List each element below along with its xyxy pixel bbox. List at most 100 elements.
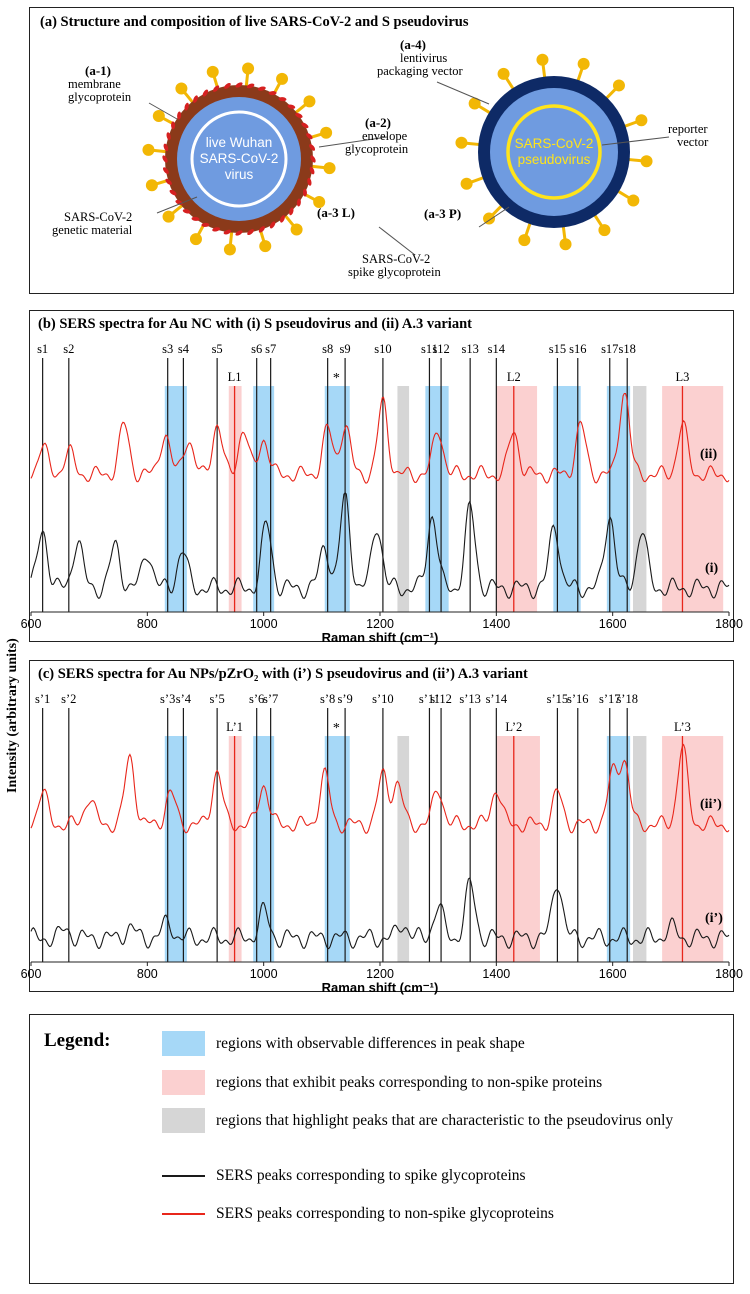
pseudo-spike-head xyxy=(598,224,611,237)
membrane-glycoprotein-mark xyxy=(295,113,303,118)
live-virus-core xyxy=(177,97,301,221)
pseudo-spike-head xyxy=(518,234,531,247)
x-tick-label: 600 xyxy=(21,617,42,631)
peak-label: s17 xyxy=(601,342,618,356)
membrane-glycoprotein-mark xyxy=(289,207,294,216)
reporter-text-1: reporter xyxy=(668,122,708,136)
membrane-glycoprotein-mark xyxy=(212,227,221,232)
live-virus-text: SARS-CoV-2 xyxy=(200,151,279,166)
series-label-top: (ii’) xyxy=(700,797,722,812)
x-tick-label: 1600 xyxy=(599,967,627,981)
series-label-bottom: (i) xyxy=(705,561,719,576)
peak-label: s’1 xyxy=(35,692,50,706)
region-gray xyxy=(397,736,410,962)
pseudo-spike-head xyxy=(455,136,468,149)
region-blue xyxy=(425,386,449,612)
membrane-glycoprotein-mark xyxy=(309,166,315,175)
spectrum-line-bottom xyxy=(30,877,730,950)
pseudo-virus-text: pseudovirus xyxy=(518,152,591,167)
spike-text-2: spike glycoprotein xyxy=(348,265,441,279)
live-virus-text: live Wuhan xyxy=(206,135,273,150)
peak-label: s’15 xyxy=(547,692,569,706)
membrane-glycoprotein-mark xyxy=(310,155,316,163)
pseudo-spike-head xyxy=(640,155,653,168)
red-peak-label: L1 xyxy=(228,370,242,384)
peak-label: s3 xyxy=(162,342,173,356)
peak-label: s11 xyxy=(421,342,438,356)
a1-text-1: membrane xyxy=(68,77,121,91)
spectrum-line-bottom xyxy=(30,491,730,600)
x-tick-label: 800 xyxy=(137,617,158,631)
membrane-glycoprotein-mark xyxy=(193,95,198,103)
peak-label: s’6 xyxy=(249,692,264,706)
panel-c-title: (c) SERS spectra for Au NPs/pZrO₂ with (… xyxy=(38,666,528,682)
live-spike-head xyxy=(303,95,316,108)
pseudo-spike-head xyxy=(460,177,473,190)
live-spike-head xyxy=(276,72,289,85)
region-blue xyxy=(164,386,187,612)
pseudo-spike-head xyxy=(483,212,496,225)
a4-text-2: packaging vector xyxy=(377,64,463,78)
membrane-glycoprotein-mark xyxy=(269,221,276,229)
membrane-glycoprotein-mark xyxy=(287,104,296,109)
live-spike-head xyxy=(142,143,155,156)
live-genetic-material-ring xyxy=(190,110,288,208)
pseudo-spike-head xyxy=(559,238,572,251)
x-tick-label: 1800 xyxy=(715,617,743,631)
x-axis-title: Raman shift (cm⁻¹) xyxy=(322,980,439,995)
star-mark: * xyxy=(333,371,340,386)
reporter-vector-ring xyxy=(506,104,602,200)
live-spike-head xyxy=(175,82,188,95)
legend-text-blue: regions with observable differences in p… xyxy=(216,1035,525,1052)
region-pink xyxy=(662,386,724,612)
peak-label: s16 xyxy=(569,342,586,356)
spectrum-line-top xyxy=(30,392,730,484)
membrane-glycoprotein-mark xyxy=(163,143,169,152)
a2-text-1: envelope xyxy=(362,129,408,143)
peak-label: s14 xyxy=(488,342,506,356)
live-virus-text: virus xyxy=(225,167,254,182)
peak-label: s2 xyxy=(63,342,74,356)
membrane-glycoprotein-mark xyxy=(307,177,312,186)
peak-label: s’12 xyxy=(430,692,452,706)
membrane-glycoprotein-mark xyxy=(202,89,209,97)
pseudo-spike-head xyxy=(577,57,590,70)
a3p-tag: (a-3 P) xyxy=(424,206,462,221)
peak-label: s1 xyxy=(37,342,48,356)
legend-box xyxy=(29,1014,734,1284)
membrane-glycoprotein-mark xyxy=(166,132,171,141)
membrane-glycoprotein-mark xyxy=(280,215,285,223)
membrane-glycoprotein-mark xyxy=(182,209,191,214)
live-spike-head xyxy=(313,196,326,209)
pointer-line xyxy=(156,196,198,214)
x-tick-label: 1400 xyxy=(482,967,510,981)
peak-label: s9 xyxy=(340,342,351,356)
peak-label: s’5 xyxy=(209,692,224,706)
membrane-glycoprotein-mark xyxy=(235,230,243,236)
region-blue xyxy=(164,736,187,962)
membrane-glycoprotein-mark xyxy=(184,102,189,111)
live-spike-head xyxy=(259,240,272,253)
legend-line-black xyxy=(162,1175,205,1177)
star-mark: * xyxy=(333,721,340,736)
pointer-line xyxy=(318,136,388,148)
peak-label: s’2 xyxy=(61,692,76,706)
membrane-glycoprotein-mark xyxy=(257,86,266,91)
pseudo-spike-head xyxy=(468,97,481,110)
membrane-glycoprotein-mark xyxy=(302,188,307,197)
pointer-line xyxy=(378,226,416,256)
region-blue xyxy=(606,386,631,612)
membrane-glycoprotein-mark xyxy=(235,82,243,88)
legend-text-red: SERS peaks corresponding to non-spike gl… xyxy=(216,1205,554,1222)
peak-label: s’11 xyxy=(419,692,440,706)
region-gray xyxy=(397,386,410,612)
live-spike-head xyxy=(145,179,158,192)
region-blue xyxy=(253,386,275,612)
peak-label: s’7 xyxy=(263,692,278,706)
x-tick-label: 1600 xyxy=(599,617,627,631)
legend-text-pink: regions that exhibit peaks corresponding… xyxy=(216,1074,603,1091)
a4-tag: (a-4) xyxy=(400,37,426,52)
x-axis-title: Raman shift (cm⁻¹) xyxy=(322,630,439,645)
membrane-glycoprotein-mark xyxy=(301,122,309,129)
x-tick-label: 1200 xyxy=(366,967,394,981)
